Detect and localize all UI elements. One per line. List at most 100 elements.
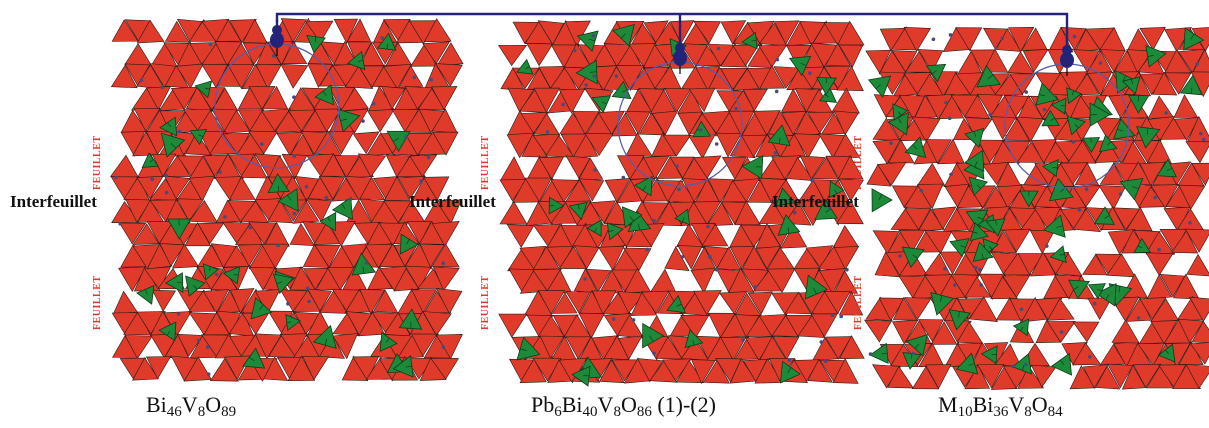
oxygen-atom [949,172,953,177]
oxygen-atom [792,210,797,215]
bi-polyhedron [202,289,230,314]
oxygen-atom [1084,187,1089,192]
bi-polyhedron [188,175,216,202]
bi-polyhedron [352,131,380,155]
bi-polyhedron [1107,363,1134,389]
oxygen-atom [699,128,703,132]
oxygen-atom [380,36,385,40]
bi-polyhedron [1173,94,1199,118]
oxygen-atom [361,119,365,123]
bi-polyhedron [598,245,625,271]
oxygen-atom [1153,195,1158,200]
bi-polyhedron [110,64,138,89]
oxygen-atom [824,359,828,364]
bi-polyhedron [176,333,204,357]
oxygen-atom [827,205,832,210]
bi-polyhedron [716,246,742,271]
bi-polyhedron [1172,273,1200,300]
bi-polyhedron [248,221,277,245]
bi-polyhedron [506,224,535,248]
bi-polyhedron [690,267,716,294]
bi-polyhedron [431,221,460,247]
oxygen-atom [675,164,679,169]
bi-polyhedron [688,135,715,160]
oxygen-atom [1088,355,1092,359]
bi-polyhedron [784,291,812,315]
bi-polyhedron [1059,162,1089,185]
vo4-tetrahedron [250,297,273,320]
oxygen-atom [979,283,983,287]
bi-polyhedron [990,116,1017,140]
vo4-tetrahedron [1081,137,1101,153]
bi-polyhedron [892,319,919,345]
bi-polyhedron [197,222,225,245]
oxygen-atom [429,78,434,82]
vo4-tetrahedron [1098,134,1118,153]
bi-polyhedron [589,200,617,224]
vo4-tetrahedron [674,208,691,226]
vo4-tetrahedron [575,59,598,85]
oxygen-atom [753,285,758,289]
oxygen-atom [944,100,948,105]
bi-polyhedron [261,85,289,110]
bi-polyhedron [1007,51,1035,75]
caption-panel-1: Bi46V8O89 [146,392,237,420]
vo4-tetrahedron [1035,82,1059,106]
bi-polyhedron [248,86,276,110]
bi-polyhedron [410,333,438,357]
bi-polyhedron [1121,364,1147,390]
oxygen-atom [611,317,616,321]
bi-polyhedron [432,131,459,156]
bi-polyhedron [419,244,445,268]
oxygen-atom [364,261,369,265]
bi-polyhedron [925,139,952,165]
bi-polyhedron [976,364,1005,389]
bi-polyhedron [333,18,359,44]
bi-polyhedron [209,358,239,382]
layer-label-3b: FEUILLET [853,275,864,330]
bi-polyhedron [261,243,290,269]
vo4-tetrahedron [1136,126,1161,149]
oxygen-atom [1077,208,1082,212]
bi-polyhedron [318,175,346,200]
vo4-tetrahedron [331,196,353,221]
bi-polyhedron [691,359,716,385]
bi-polyhedron [164,175,191,200]
bi-polyhedron [287,109,316,132]
oxygen-atom [978,267,982,272]
oxygen-atom [592,74,597,78]
oxygen-atom [214,272,219,277]
bi-polyhedron [693,155,722,179]
bi-polyhedron [823,290,851,315]
oxygen-atom [734,106,738,111]
vo4-tetrahedron [1049,245,1067,263]
bi-polyhedron [1009,73,1036,95]
bi-polyhedron [640,290,670,314]
bi-polyhedron [1159,273,1186,298]
bi-polyhedron [701,223,729,247]
vo4-tetrahedron [1051,352,1072,376]
oxygen-atom [898,254,902,258]
bi-polyhedron [1111,319,1140,344]
bi-polyhedron [838,44,864,68]
bi-polyhedron [255,63,282,90]
bi-polyhedron [732,178,760,203]
bi-polyhedron [538,156,565,180]
bi-polyhedron [968,296,999,322]
bi-polyhedron [911,116,941,143]
bi-polyhedron [320,153,346,177]
bi-polyhedron [1030,251,1057,277]
bi-polyhedron [328,130,355,155]
bi-polyhedron [498,44,528,67]
bi-polyhedron [124,335,153,359]
interlayer-label-3: Interfeuillet [772,192,859,211]
bi-polyhedron [1046,297,1075,321]
oxygen-atom [1024,90,1028,94]
bi-polyhedron [982,48,1009,73]
bi-polyhedron [132,357,159,381]
bi-polyhedron [692,201,722,225]
bi-polyhedron [836,65,864,92]
oxygen-atom [118,222,122,226]
bi-polyhedron [289,222,316,247]
bi-polyhedron [903,26,932,52]
